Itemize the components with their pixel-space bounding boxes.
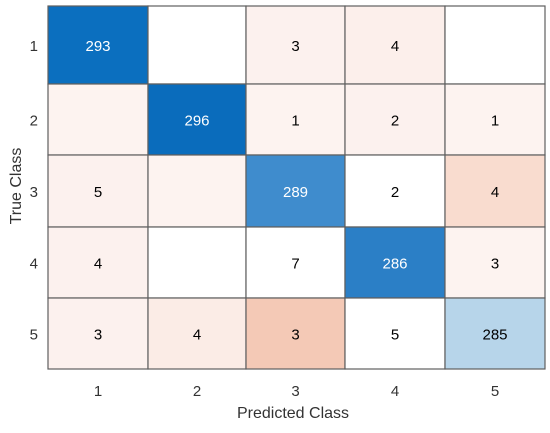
heatmap-cell-r3-c4 <box>344 154 446 228</box>
cell-value-r2-c5: 1 <box>491 113 499 130</box>
cell-value-r3-c1: 5 <box>94 184 102 201</box>
cell-value-r3-c3: 289 <box>283 184 308 201</box>
heatmap-cell-r4-c3 <box>245 226 346 299</box>
heatmap-cell-r1-c2 <box>147 5 247 85</box>
heatmap-cell-r4-c4 <box>344 226 446 299</box>
cell-value-r5-c5: 285 <box>482 327 507 344</box>
heatmap-cells <box>47 5 546 370</box>
cell-value-r2-c3: 1 <box>291 113 299 130</box>
heatmap-cell-r2-c3 <box>245 83 346 156</box>
heatmap-cell-r1-c5 <box>444 5 546 85</box>
y-tick-labels: 1 2 3 4 5 <box>30 38 38 344</box>
cell-value-r4-c4: 286 <box>382 256 407 273</box>
heatmap-cell-r4-c1 <box>47 226 149 299</box>
cell-value-r5-c3: 3 <box>291 327 299 344</box>
x-tick-label-3: 3 <box>291 383 299 400</box>
cell-value-r4-c3: 7 <box>291 256 299 273</box>
y-axis-label: True Class <box>8 148 25 225</box>
heatmap-cell-r2-c5 <box>444 83 546 156</box>
heatmap-cell-r5-c2 <box>147 297 247 370</box>
cell-value-r5-c2: 4 <box>193 327 201 344</box>
heatmap-cell-r4-c2 <box>147 226 247 299</box>
y-tick-label-1: 1 <box>30 38 38 55</box>
cell-value-r5-c1: 3 <box>94 327 102 344</box>
heatmap-cell-r1-c3 <box>245 5 346 85</box>
heatmap-cell-r5-c3 <box>245 297 346 370</box>
heatmap-cell-r5-c5 <box>444 297 546 370</box>
heatmap-cell-r3-c5 <box>444 154 546 228</box>
x-tick-label-2: 2 <box>193 383 201 400</box>
x-tick-label-4: 4 <box>391 383 399 400</box>
cell-value-r2-c2: 296 <box>184 113 209 130</box>
cell-value-r1-c1: 293 <box>85 38 110 55</box>
cell-value-r1-c4: 4 <box>391 38 399 55</box>
cell-value-r2-c4: 2 <box>391 113 399 130</box>
x-tick-label-5: 5 <box>491 383 499 400</box>
cell-value-r4-c1: 4 <box>94 256 102 273</box>
heatmap-cell-r1-c4 <box>344 5 446 85</box>
x-tick-label-1: 1 <box>94 383 102 400</box>
heatmap-cell-r4-c5 <box>444 226 546 299</box>
y-tick-label-5: 5 <box>30 327 38 344</box>
y-tick-label-2: 2 <box>30 113 38 130</box>
heatmap-cell-r3-c2 <box>147 154 247 228</box>
x-tick-labels: 1 2 3 4 5 <box>94 383 499 400</box>
heatmap-cell-labels: 293 3 4 296 1 2 1 5 289 2 4 4 7 286 3 3 4 3 5 285 <box>85 38 507 344</box>
cell-value-r4-c5: 3 <box>491 256 499 273</box>
heatmap-cell-r2-c1 <box>47 83 149 156</box>
heatmap-cell-r5-c1 <box>47 297 149 370</box>
y-tick-label-3: 3 <box>30 184 38 201</box>
heatmap-cell-r1-c1 <box>47 5 149 85</box>
x-axis-label: Predicted Class <box>237 405 349 422</box>
cell-value-r5-c4: 5 <box>391 327 399 344</box>
cell-value-r3-c5: 4 <box>491 184 499 201</box>
y-tick-label-4: 4 <box>30 256 38 273</box>
cell-value-r1-c3: 3 <box>291 38 299 55</box>
cell-value-r3-c4: 2 <box>391 184 399 201</box>
